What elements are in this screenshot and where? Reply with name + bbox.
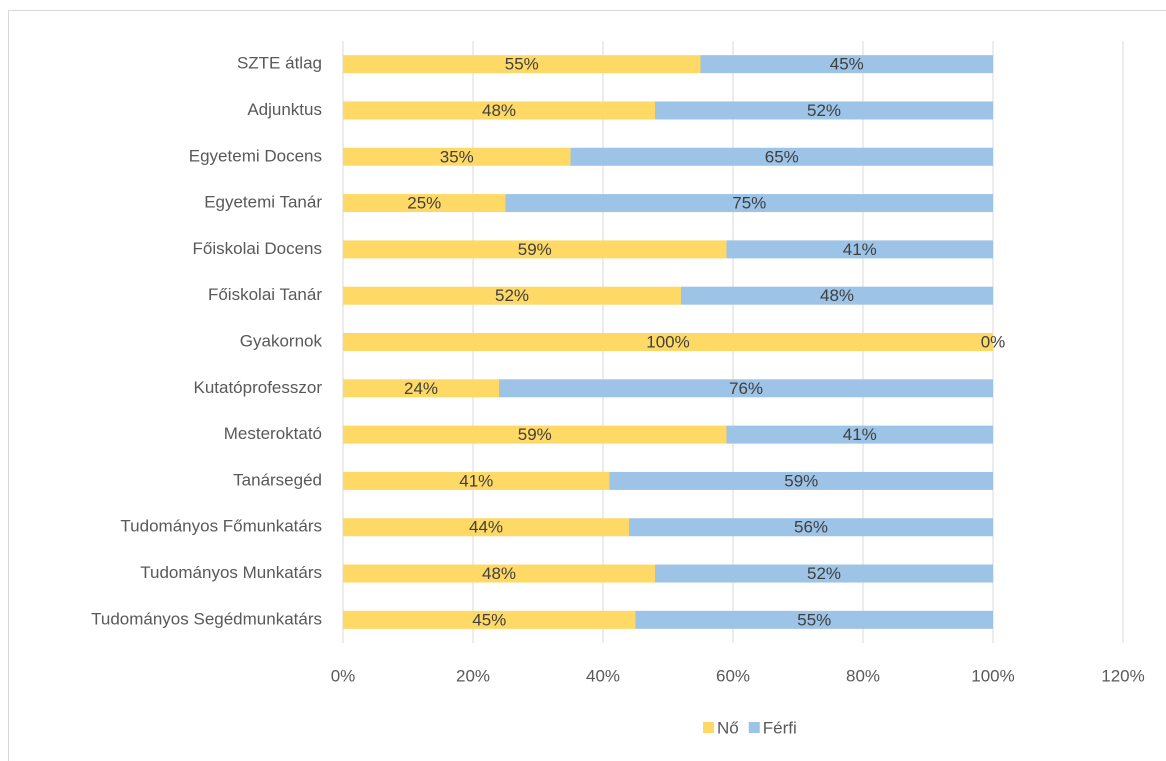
bar-segment xyxy=(343,101,655,120)
data-label: 45% xyxy=(830,55,864,74)
bar-segment xyxy=(343,194,506,213)
bar-segment xyxy=(343,471,610,490)
x-tick-label: 20% xyxy=(456,666,490,685)
bar-segment xyxy=(343,425,727,444)
bar-segment xyxy=(655,564,993,583)
x-tick-label: 0% xyxy=(331,666,356,685)
bar-segment xyxy=(343,610,636,629)
data-label: 0% xyxy=(981,332,1006,351)
bar-segment xyxy=(726,425,993,444)
data-label: 59% xyxy=(518,240,552,259)
bar-segment xyxy=(499,379,993,398)
x-tick-label: 100% xyxy=(971,666,1014,685)
x-tick-label: 40% xyxy=(586,666,620,685)
data-label: 52% xyxy=(495,286,529,305)
data-label: 75% xyxy=(732,194,766,213)
y-tick-label: Mesteroktató xyxy=(224,424,322,443)
data-label: 41% xyxy=(459,471,493,490)
bar-segment xyxy=(655,101,993,120)
data-label: 52% xyxy=(807,564,841,583)
legend-label: Nő xyxy=(717,718,739,737)
bar-segment xyxy=(570,147,993,166)
data-label: 55% xyxy=(505,55,539,74)
bar-segment xyxy=(726,240,993,259)
data-label: 25% xyxy=(407,194,441,213)
bar-segment xyxy=(343,333,993,351)
y-tick-label: Egyetemi Tanár xyxy=(204,193,322,212)
bar-segment xyxy=(681,286,993,305)
y-tick-label: Főiskolai Tanár xyxy=(208,285,322,304)
bar-segment xyxy=(505,194,993,213)
y-tick-label: Kutatóprofesszor xyxy=(193,378,322,397)
y-tick-label: Tudományos Munkatárs xyxy=(140,563,322,582)
data-label: 55% xyxy=(797,610,831,629)
y-tick-label: Gyakornok xyxy=(240,331,323,350)
data-label: 48% xyxy=(820,286,854,305)
x-tick-label: 80% xyxy=(846,666,880,685)
legend-swatch xyxy=(748,722,760,733)
bar-segment xyxy=(343,286,681,305)
bar-segment xyxy=(609,471,993,490)
data-label: 45% xyxy=(472,610,506,629)
bar-segment xyxy=(343,564,655,583)
data-label: 35% xyxy=(440,147,474,166)
bar-segment xyxy=(343,379,499,398)
bar-segment xyxy=(343,240,727,259)
y-tick-label: Tudományos Segédmunkatárs xyxy=(91,609,322,628)
bar-segment xyxy=(343,147,571,166)
data-label: 52% xyxy=(807,101,841,120)
bar-segment xyxy=(343,55,701,74)
data-label: 76% xyxy=(729,379,763,398)
y-tick-label: Tanársegéd xyxy=(233,470,322,489)
y-tick-label: Tudományos Főmunkatárs xyxy=(120,517,322,536)
data-label: 24% xyxy=(404,379,438,398)
legend-label: Férfi xyxy=(763,718,797,737)
data-label: 41% xyxy=(843,425,877,444)
data-label: 65% xyxy=(765,147,799,166)
data-label: 59% xyxy=(518,425,552,444)
y-tick-label: Főiskolai Docens xyxy=(193,239,322,258)
data-label: 100% xyxy=(646,332,689,351)
bar-segment xyxy=(629,518,993,537)
bar-segment xyxy=(700,55,993,74)
y-tick-label: Adjunktus xyxy=(247,100,322,119)
data-label: 48% xyxy=(482,564,516,583)
data-label: 56% xyxy=(794,518,828,537)
y-tick-label: Egyetemi Docens xyxy=(189,146,322,165)
bar-segment xyxy=(343,518,629,537)
data-label: 44% xyxy=(469,518,503,537)
data-label: 48% xyxy=(482,101,516,120)
data-label: 59% xyxy=(784,471,818,490)
legend-swatch xyxy=(703,722,714,733)
y-tick-label: SZTE átlag xyxy=(237,54,322,73)
bar-segment xyxy=(635,610,993,629)
data-label: 41% xyxy=(843,240,877,259)
x-tick-label: 60% xyxy=(716,666,750,685)
x-tick-label: 120% xyxy=(1101,666,1144,685)
